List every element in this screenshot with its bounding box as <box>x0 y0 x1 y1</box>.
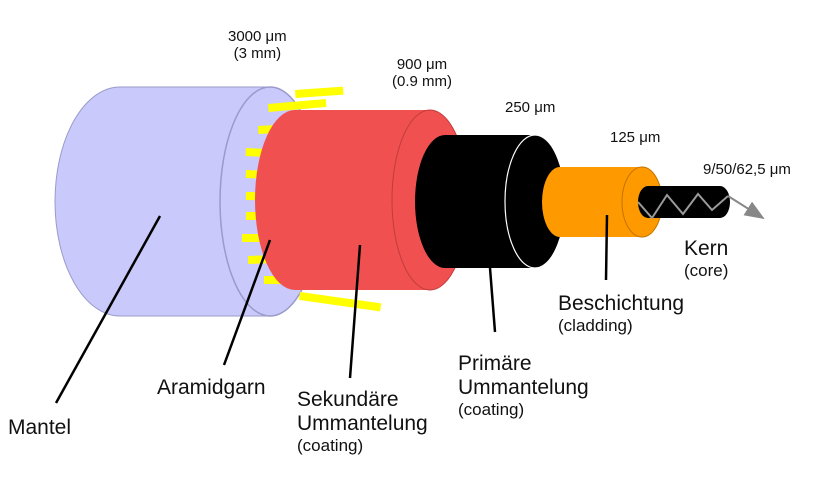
dimension-secondary-mm: (0.9 mm) <box>392 73 452 91</box>
dimension-secondary-um: 900 μm <box>396 56 448 73</box>
label-cladding: Beschichtung (cladding) <box>558 292 684 336</box>
label-core-line1: Kern <box>684 237 729 260</box>
dimension-jacket-mm: (3 mm) <box>233 45 282 63</box>
label-secondary-line2: Ummantelung <box>297 412 428 436</box>
dimension-jacket-um: 3000 μm <box>228 28 287 45</box>
label-cladding-line1: Beschichtung <box>558 292 685 315</box>
label-primary-note: (coating) <box>458 400 525 420</box>
label-primary-coating: Primäre Ummantelung (coating) <box>458 352 589 420</box>
leader-lines <box>54 214 609 404</box>
label-cladding-note: (cladding) <box>558 316 633 336</box>
label-primary-line2: Ummantelung <box>458 376 589 400</box>
primary-coating-layer <box>415 134 566 269</box>
light-path-zigzag <box>637 192 729 220</box>
label-secondary-note: (coating) <box>297 436 364 456</box>
dimension-jacket: 3000 μm (3 mm) <box>228 28 287 63</box>
label-aramid: Aramidgarn <box>157 376 266 399</box>
dimension-secondary: 900 μm (0.9 mm) <box>392 56 452 91</box>
core-layer <box>637 186 765 220</box>
dimension-primary: 250 μm <box>505 99 556 116</box>
label-primary-line1: Primäre <box>458 352 532 375</box>
light-path-arrow <box>727 195 765 220</box>
label-secondary-line1: Sekundäre <box>297 388 399 411</box>
label-core: Kern (core) <box>684 237 728 281</box>
label-mantel: Mantel <box>8 416 72 439</box>
dimension-core: 9/50/62,5 μm <box>703 161 791 178</box>
dimension-cladding: 125 μm <box>610 129 661 146</box>
label-secondary-coating: Sekundäre Ummantelung (coating) <box>297 388 428 456</box>
label-core-note: (core) <box>684 261 729 281</box>
